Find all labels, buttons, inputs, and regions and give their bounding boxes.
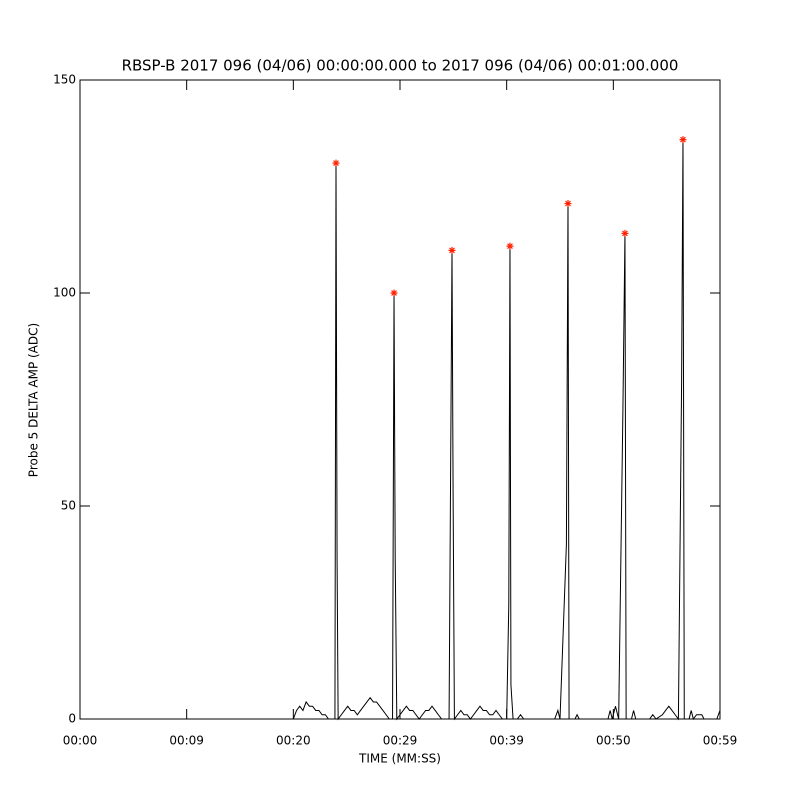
x-tick-label: 00:29: [383, 734, 418, 748]
peak-marker-stroke: [333, 160, 339, 166]
y-tick-label: 0: [68, 712, 76, 726]
data-line: [80, 139, 721, 721]
peak-marker: [621, 229, 629, 237]
x-tick-label: 00:00: [63, 734, 98, 748]
x-tick-label: 00:20: [276, 734, 311, 748]
peak-marker-stroke: [507, 243, 513, 250]
peak-marker: [332, 159, 340, 167]
y-tick-label: 150: [53, 73, 76, 87]
y-tick-label: 50: [61, 499, 76, 513]
peak-marker-stroke: [680, 136, 686, 143]
x-tick-label: 00:39: [489, 734, 524, 748]
peak-marker-stroke: [565, 200, 571, 207]
peak-marker-stroke: [391, 290, 397, 296]
x-axis-label: TIME (MM:SS): [358, 752, 441, 766]
plot-frame: [79, 79, 721, 720]
peak-marker: [448, 246, 456, 254]
peak-marker-stroke: [449, 247, 455, 254]
x-tick-label: 00:50: [596, 734, 631, 748]
x-tick-label: 00:09: [169, 734, 204, 748]
peak-marker: [564, 200, 572, 208]
x-tick-label: 00:59: [703, 734, 738, 748]
y-axis-label: Probe 5 DELTA AMP (ADC): [27, 323, 41, 477]
chart-title: RBSP-B 2017 096 (04/06) 00:00:00.000 to …: [122, 57, 679, 75]
y-tick-label: 100: [53, 286, 76, 300]
peak-marker: [506, 242, 514, 250]
peak-marker: [679, 136, 687, 144]
peak-marker-stroke: [622, 230, 628, 237]
peak-marker: [390, 289, 398, 297]
